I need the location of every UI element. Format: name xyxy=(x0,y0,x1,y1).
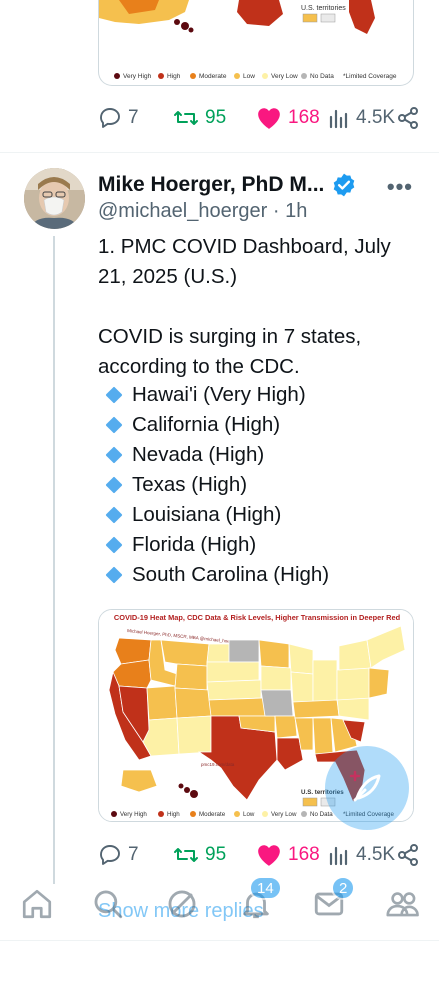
prev-legend-no-data: No Data xyxy=(310,73,334,80)
reply-button[interactable]: 7 xyxy=(98,843,173,867)
map-legend-very-low: Very Low xyxy=(271,811,297,818)
notifications-badge: 14 xyxy=(249,876,282,900)
author-name[interactable]: Mike Hoerger, PhD M... xyxy=(98,173,325,196)
map-legend-very-high: Very High xyxy=(120,811,147,818)
map-territories-label: U.S. territories xyxy=(301,789,344,796)
post-time[interactable]: 1h xyxy=(285,200,308,222)
like-button[interactable]: 168 xyxy=(256,106,328,130)
heart-filled-icon xyxy=(258,845,280,866)
handle-row: @michael_hoerger · 1h xyxy=(98,200,307,223)
blue-diamond-icon xyxy=(105,476,123,494)
bottom-border xyxy=(0,940,439,941)
like-count: 168 xyxy=(288,844,320,865)
reply-button[interactable]: 7 xyxy=(98,106,173,130)
verified-badge-icon xyxy=(334,173,355,197)
reply-icon xyxy=(100,845,120,865)
map-legend-moderate: Moderate xyxy=(199,811,226,818)
list-item: Hawai'i (Very High) xyxy=(104,380,329,410)
heart-filled-icon xyxy=(258,108,280,129)
nav-search[interactable] xyxy=(88,884,128,924)
prev-legend-moderate: Moderate xyxy=(199,73,227,80)
map-legend-low: Low xyxy=(243,811,255,818)
messages-badge: 2 xyxy=(331,876,356,900)
post-text-line1: 1. PMC COVID Dashboard, July 21, 2025 (U… xyxy=(98,235,391,288)
search-icon xyxy=(94,890,123,919)
previous-post-actions: 7 95 168 4.5K xyxy=(98,103,420,133)
map-legend-no-data: No Data xyxy=(310,811,333,818)
compose-post-button[interactable] xyxy=(325,746,409,830)
avatar-photo xyxy=(24,168,85,229)
post-divider xyxy=(0,152,439,153)
covid-heat-map-image[interactable]: COVID-19 Heat Map, CDC Data & Risk Level… xyxy=(98,609,414,822)
blue-diamond-icon xyxy=(105,566,123,584)
reply-count: 7 xyxy=(128,844,139,865)
blue-diamond-icon xyxy=(105,386,123,404)
prev-legend-very-low: Very Low xyxy=(271,73,298,80)
repost-button[interactable]: 95 xyxy=(173,843,256,867)
prev-legend-low: Low xyxy=(243,73,255,80)
list-item: South Carolina (High) xyxy=(104,560,329,590)
map-credit-2: pmc19.com/data xyxy=(201,762,235,767)
repost-button[interactable]: 95 xyxy=(173,106,256,130)
thread-connector-line xyxy=(53,236,55,884)
compose-feather-icon xyxy=(349,770,381,802)
share-button[interactable] xyxy=(396,843,420,867)
views-button[interactable]: 4.5K xyxy=(328,843,396,867)
author-avatar[interactable] xyxy=(24,168,85,229)
blue-diamond-icon xyxy=(105,506,123,524)
handle-separator: · xyxy=(272,200,280,222)
prev-legend-high: High xyxy=(167,73,181,80)
heat-map-graphic: COVID-19 Heat Map, CDC Data & Risk Level… xyxy=(99,610,413,821)
previous-map-graphic: U.S. territories Very High High Moderate… xyxy=(99,0,397,80)
list-item: Florida (High) xyxy=(104,530,329,560)
post-text: 1. PMC COVID Dashboard, July 21, 2025 (U… xyxy=(98,232,418,382)
blue-diamond-icon xyxy=(105,416,123,434)
views-icon xyxy=(329,109,348,129)
list-item: California (High) xyxy=(104,410,329,440)
nav-home[interactable] xyxy=(17,884,57,924)
like-count: 168 xyxy=(288,107,320,128)
home-icon xyxy=(22,889,52,919)
grok-icon xyxy=(168,890,196,918)
views-count: 4.5K xyxy=(356,107,396,128)
repost-icon xyxy=(174,848,198,862)
repost-count: 95 xyxy=(205,107,227,128)
repost-icon xyxy=(174,111,198,125)
more-options-button[interactable]: ••• xyxy=(386,174,413,199)
prev-territories-label: U.S. territories xyxy=(301,5,346,12)
map-legend-limited: *Limited Coverage xyxy=(343,811,394,818)
bottom-navigation: 14 2 xyxy=(0,868,439,940)
share-icon xyxy=(398,107,418,129)
post-text-line2: COVID is surging in 7 states, according … xyxy=(98,325,362,378)
views-button[interactable]: 4.5K xyxy=(328,106,396,130)
communities-icon xyxy=(386,892,419,917)
prev-legend-limited: *Limited Coverage xyxy=(343,73,397,80)
like-button[interactable]: 168 xyxy=(256,843,328,867)
nav-messages[interactable] xyxy=(309,884,349,924)
list-item: Louisiana (High) xyxy=(104,500,329,530)
share-icon xyxy=(398,844,418,866)
nav-communities[interactable] xyxy=(383,884,423,924)
author-handle[interactable]: @michael_hoerger xyxy=(98,200,268,222)
mail-icon xyxy=(314,892,344,916)
nav-grok[interactable] xyxy=(162,884,202,924)
state-list: Hawai'i (Very High) California (High) Ne… xyxy=(104,380,329,590)
views-count: 4.5K xyxy=(356,844,396,865)
map-title: COVID-19 Heat Map, CDC Data & Risk Level… xyxy=(114,613,401,622)
reply-count: 7 xyxy=(128,107,139,128)
views-icon xyxy=(329,846,348,866)
previous-post-map-image[interactable]: U.S. territories Very High High Moderate… xyxy=(98,0,414,86)
reply-icon xyxy=(100,108,120,128)
prev-legend-very-high: Very High xyxy=(123,73,152,80)
blue-diamond-icon xyxy=(105,536,123,554)
list-item: Nevada (High) xyxy=(104,440,329,470)
share-button[interactable] xyxy=(396,106,420,130)
repost-count: 95 xyxy=(205,844,227,865)
show-more-replies-link[interactable]: Show more replies xyxy=(98,900,264,922)
post-actions: 7 95 168 4.5K xyxy=(98,840,420,870)
list-item: Texas (High) xyxy=(104,470,329,500)
author-row: Mike Hoerger, PhD M... ••• xyxy=(98,170,419,200)
blue-diamond-icon xyxy=(105,446,123,464)
map-legend-high: High xyxy=(167,811,180,818)
